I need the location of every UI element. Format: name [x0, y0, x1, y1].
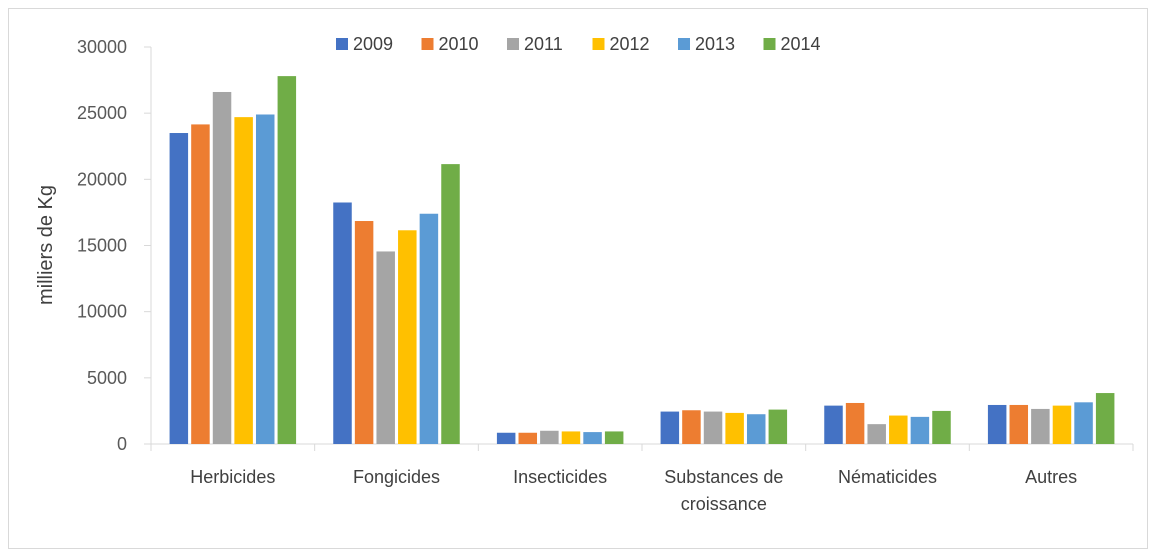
x-category-label: croissance [681, 494, 767, 514]
bar-2011 [867, 424, 886, 444]
y-axis-title: milliers de Kg [35, 185, 57, 305]
bar-2010 [518, 432, 538, 444]
bar-2014 [441, 164, 460, 445]
bar-2014 [932, 410, 951, 444]
bar-2010 [1009, 404, 1029, 444]
bar-2010 [354, 221, 374, 444]
bar-2009 [987, 404, 1007, 444]
bar-2009 [824, 405, 843, 444]
x-category-label: Autres [1025, 467, 1077, 487]
bar-2014 [604, 431, 624, 444]
y-tick-label: 15000 [77, 236, 127, 256]
y-tick-label: 10000 [77, 302, 127, 322]
bar-2012 [234, 117, 253, 445]
bar-2010 [191, 124, 210, 444]
bar-2012 [889, 415, 908, 444]
x-category-label: Substances de [664, 467, 783, 487]
legend-label-2012: 2012 [610, 34, 650, 54]
y-tick-label: 0 [117, 434, 127, 454]
bar-2012 [725, 412, 744, 444]
bar-2014 [277, 76, 297, 444]
legend-swatch-2014 [763, 38, 776, 50]
legend-swatch-2012 [592, 38, 605, 50]
bar-2011 [376, 251, 395, 444]
bar-2009 [169, 133, 189, 444]
bar-2013 [910, 416, 930, 444]
bar-2014 [768, 409, 788, 444]
legend-label-2014: 2014 [781, 34, 821, 54]
bar-2012 [1052, 405, 1072, 444]
legend-swatch-2013 [678, 38, 690, 50]
x-category-label: Fongicides [353, 467, 440, 487]
bar-2012 [561, 431, 581, 444]
y-tick-label: 25000 [77, 103, 127, 123]
bar-2009 [496, 432, 516, 444]
bar-2014 [1095, 393, 1115, 444]
bar-2011 [212, 91, 232, 444]
bar-2013 [583, 432, 602, 444]
bar-2009 [660, 411, 680, 444]
legend-swatch-2009 [336, 38, 348, 50]
x-category-label: Insecticides [513, 467, 607, 487]
x-category-label: Nématicides [838, 467, 937, 487]
bar-2013 [255, 114, 275, 445]
bar-2013 [419, 213, 439, 444]
bar-2011 [540, 430, 559, 444]
bar-2010 [682, 410, 701, 444]
y-tick-label: 20000 [77, 169, 127, 189]
bar-2012 [398, 230, 417, 444]
y-tick-label: 5000 [87, 368, 127, 388]
legend-swatch-2010 [421, 38, 434, 50]
legend-label-2013: 2013 [695, 34, 735, 54]
legend-label-2009: 2009 [353, 34, 393, 54]
bar-2011 [703, 411, 723, 444]
bar-2013 [1074, 402, 1093, 444]
bar-2010 [845, 402, 865, 444]
bar-2013 [746, 414, 766, 444]
bar-2011 [1031, 408, 1050, 444]
legend-label-2010: 2010 [439, 34, 479, 54]
y-tick-label: 30000 [77, 37, 127, 57]
legend-label-2011: 2011 [524, 34, 563, 54]
legend-swatch-2011 [507, 38, 519, 50]
bar-2009 [333, 202, 352, 444]
x-category-label: Herbicides [190, 467, 275, 487]
